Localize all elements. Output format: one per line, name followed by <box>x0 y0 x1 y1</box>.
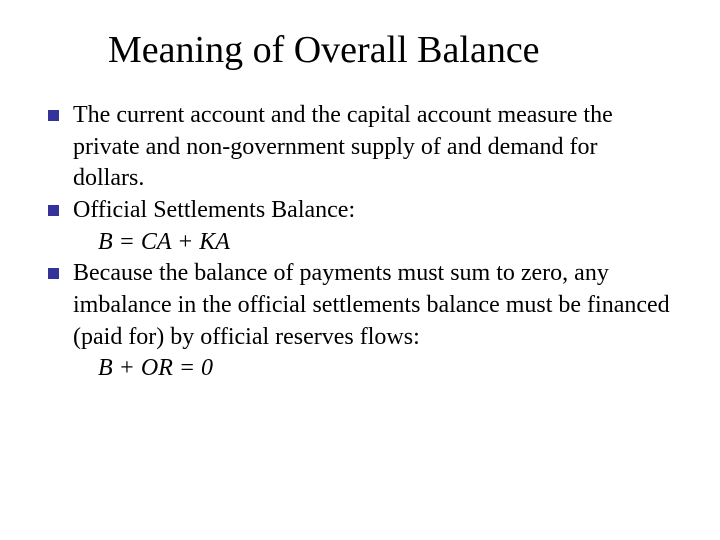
list-item: Official Settlements Balance: B = CA + K… <box>48 195 672 258</box>
list-item: Because the balance of payments must sum… <box>48 258 672 385</box>
slide-title: Meaning of Overall Balance <box>108 28 672 72</box>
square-bullet-icon <box>48 110 59 121</box>
bullet-list: The current account and the capital acco… <box>48 100 672 385</box>
bullet-text: The current account and the capital acco… <box>73 100 672 195</box>
square-bullet-icon <box>48 205 59 216</box>
square-bullet-icon <box>48 268 59 279</box>
formula-text: B = CA + KA <box>98 227 672 259</box>
list-item: The current account and the capital acco… <box>48 100 672 195</box>
bullet-text: Official Settlements Balance: <box>73 195 672 227</box>
slide: Meaning of Overall Balance The current a… <box>0 0 720 540</box>
bullet-text: Because the balance of payments must sum… <box>73 258 672 353</box>
formula-text: B + OR = 0 <box>98 353 672 385</box>
